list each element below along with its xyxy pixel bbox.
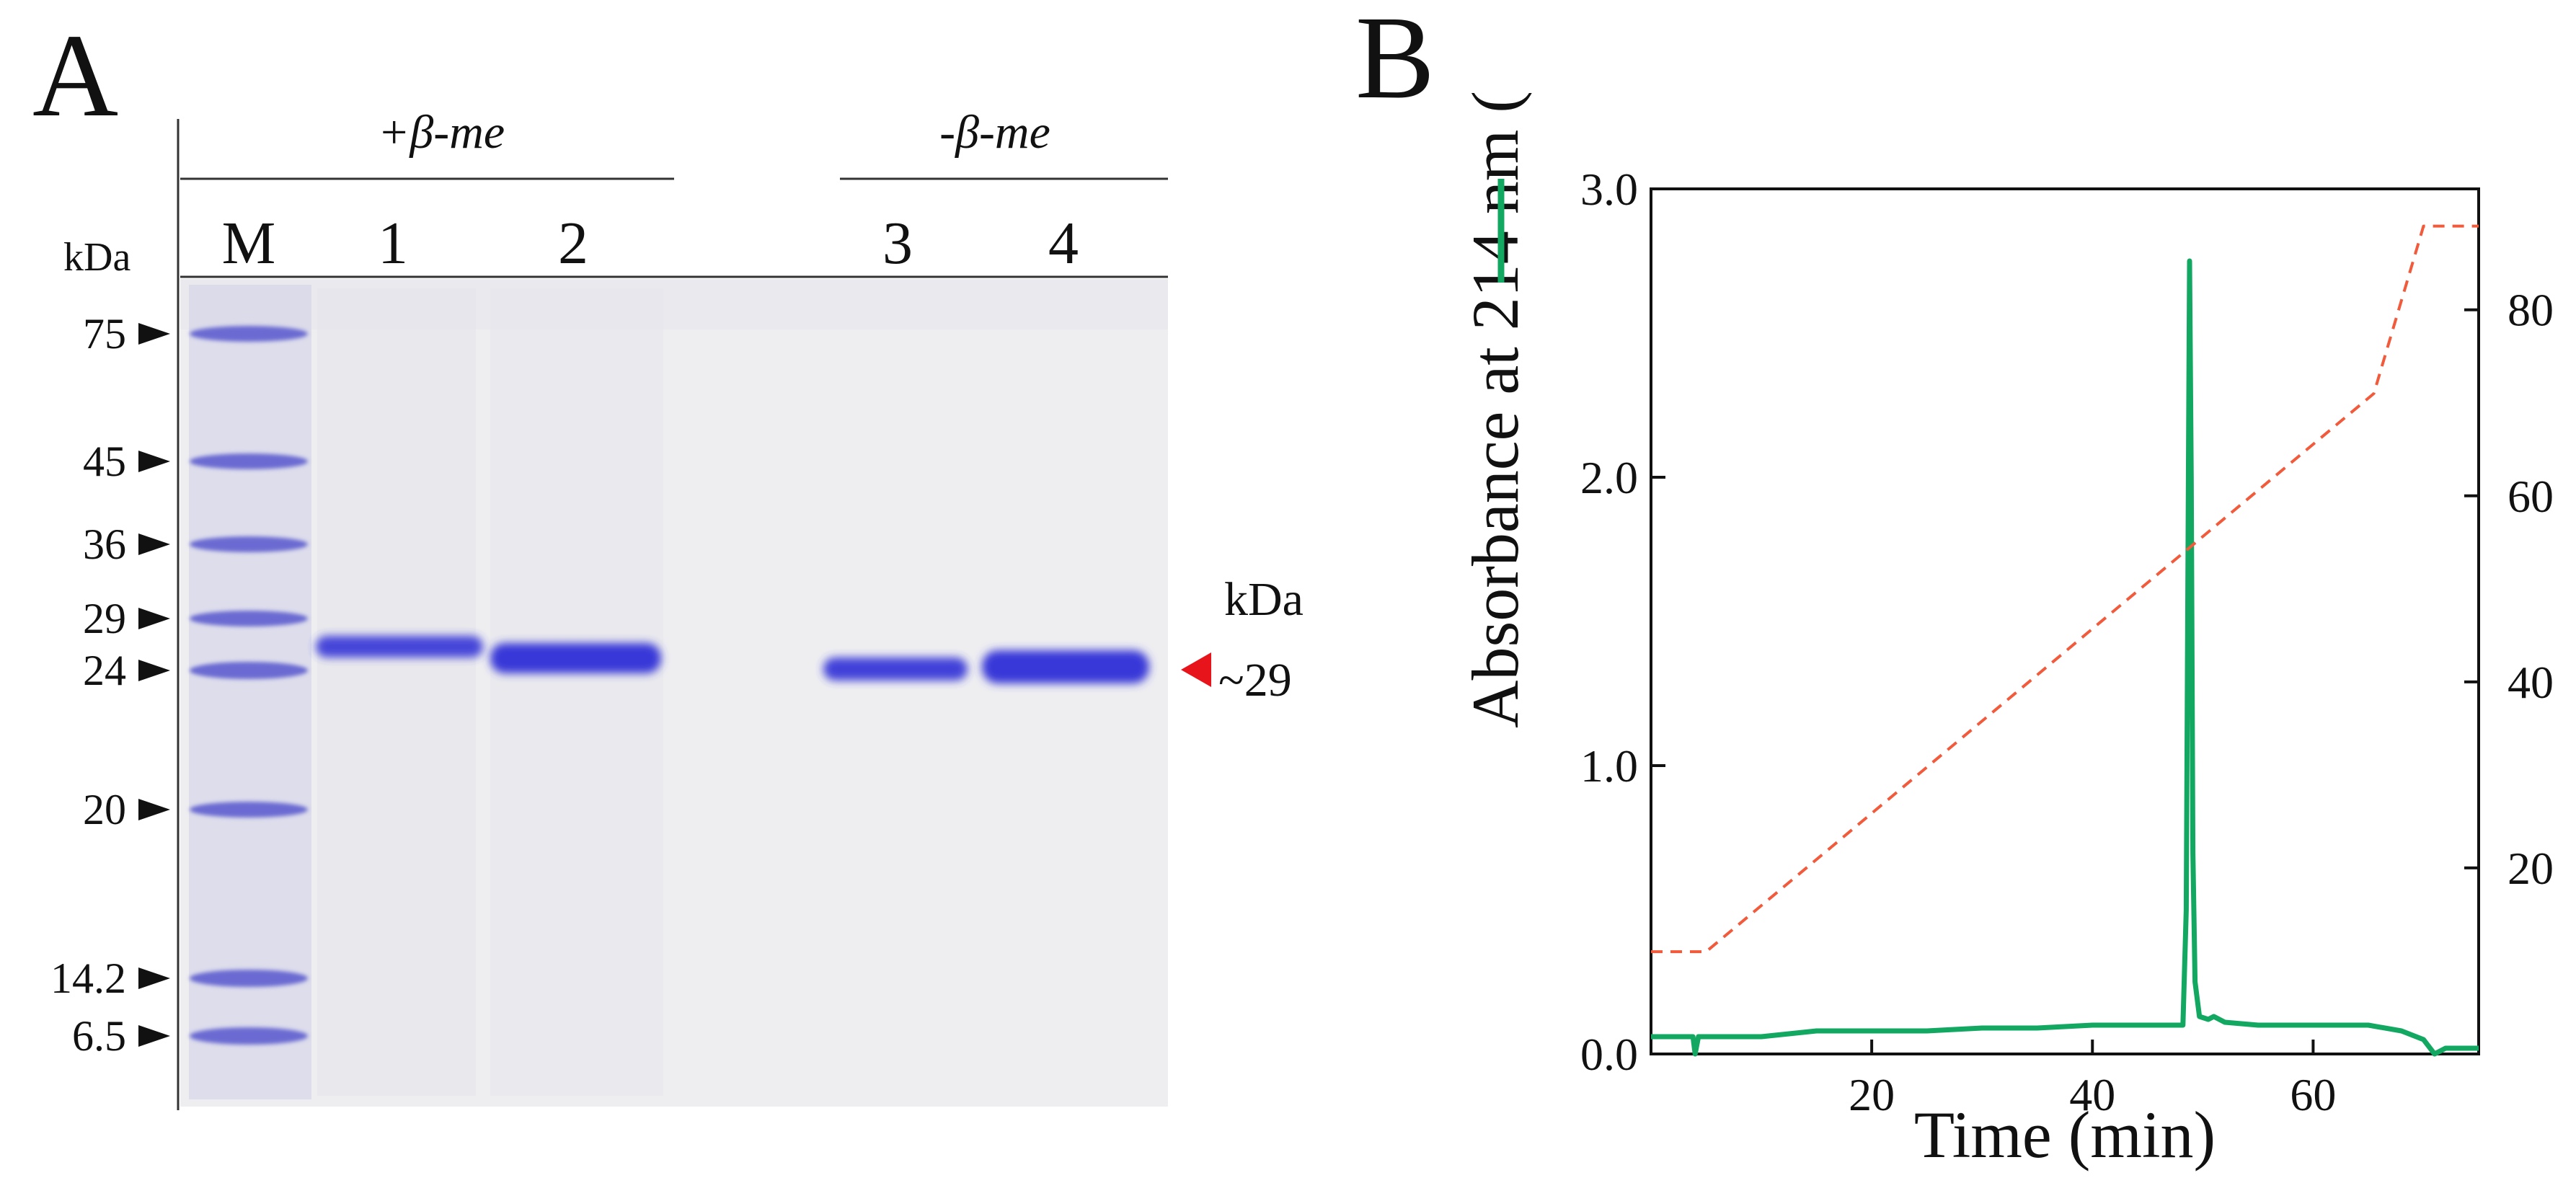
marker-arrow-45	[138, 451, 170, 472]
marker-band-24	[190, 662, 308, 679]
marker-arrow-20	[138, 799, 170, 820]
marker-band-75	[190, 326, 308, 342]
sample-band-lane-4	[982, 650, 1149, 683]
marker-arrow-6-5	[138, 1025, 170, 1047]
group-label-reduced: +β-me	[378, 106, 505, 159]
y2-tick-label-80: 80	[2508, 285, 2554, 336]
x-tick-label-40: 40	[2069, 1069, 2115, 1120]
marker-label-14-2: 14.2	[50, 954, 126, 1002]
panel-b-label: B	[1355, 0, 1435, 123]
lane-header-2: 2	[558, 210, 588, 277]
marker-arrow-36	[138, 533, 170, 555]
marker-band-6-5	[190, 1027, 308, 1045]
marker-band-36	[190, 536, 308, 552]
sample-band-lane-2	[490, 643, 661, 673]
marker-label-29: 29	[83, 595, 126, 642]
lane-header-3: 3	[882, 210, 913, 277]
group-label-nonreduced: -β-me	[939, 106, 1050, 159]
panel-a-label: A	[32, 9, 118, 141]
marker-label-36: 36	[83, 521, 126, 568]
y-tick-label-3-0: 3.0	[1580, 164, 1638, 215]
band-arrow-icon	[1181, 652, 1211, 687]
absorbance-line	[1651, 258, 2479, 1057]
marker-arrow-75	[138, 323, 170, 345]
band-size-label: ~29	[1218, 654, 1292, 706]
y2-tick-label-60: 60	[2508, 471, 2554, 522]
sample-band-lane-1	[316, 636, 483, 657]
marker-lane-smear	[189, 285, 311, 1099]
marker-band-29	[190, 611, 308, 626]
series-layer	[1651, 224, 2479, 1057]
marker-bands	[190, 326, 308, 1045]
y2-tick-label-20: 20	[2508, 843, 2554, 894]
marker-band-14-2	[190, 970, 308, 987]
marker-labels: 75 45 36 29 24 20 14.2 6.5	[50, 310, 170, 1060]
axis-ticks: 20 40 60 0.0 1.0 2.0 3.0 20 40 60 80	[1580, 164, 2554, 1120]
y-tick-label-2-0: 2.0	[1580, 452, 1638, 503]
x-axis-label: Time (min)	[1914, 1098, 2216, 1171]
panel-b: B Absorbance at 214 nm () 20 40 60 0.0 1.0 2.…	[1355, 0, 2554, 1171]
marker-label-24: 24	[83, 647, 126, 694]
panel-a: A +β-me -β-me kDa M 1 2 3 4	[32, 9, 1304, 1110]
x-tick-label-20: 20	[1849, 1069, 1895, 1120]
sample-bands	[316, 636, 1149, 683]
marker-arrow-14-2	[138, 967, 170, 989]
marker-label-75: 75	[83, 310, 126, 358]
y-axis-label: Absorbance at 214 nm ()	[1459, 0, 1532, 728]
marker-label-20: 20	[83, 786, 126, 833]
band-kda-label: kDa	[1224, 573, 1304, 626]
y-axis-label-group: Absorbance at 214 nm ()	[1459, 0, 1532, 728]
lane-shadow-1	[317, 288, 476, 1096]
gradient-line	[1651, 224, 2479, 954]
lane-shadow-2	[490, 288, 663, 1096]
marker-band-20	[190, 802, 308, 818]
plot-frame	[1650, 187, 2480, 1055]
y-tick-label-1-0: 1.0	[1580, 740, 1638, 792]
marker-label-6-5: 6.5	[72, 1012, 126, 1060]
lane-header-4: 4	[1048, 210, 1079, 277]
x-tick-label-60: 60	[2290, 1069, 2336, 1120]
marker-arrow-29	[138, 608, 170, 629]
marker-band-45	[190, 453, 308, 469]
marker-arrow-24	[138, 660, 170, 681]
y2-tick-label-40: 40	[2508, 657, 2554, 708]
marker-label-45: 45	[83, 438, 126, 485]
lane-header-marker: M	[222, 210, 276, 277]
kda-unit-label: kDa	[63, 235, 130, 280]
lane-header-1: 1	[378, 210, 408, 277]
y-tick-label-0-0: 0.0	[1580, 1029, 1638, 1080]
sample-band-lane-3	[823, 657, 968, 681]
